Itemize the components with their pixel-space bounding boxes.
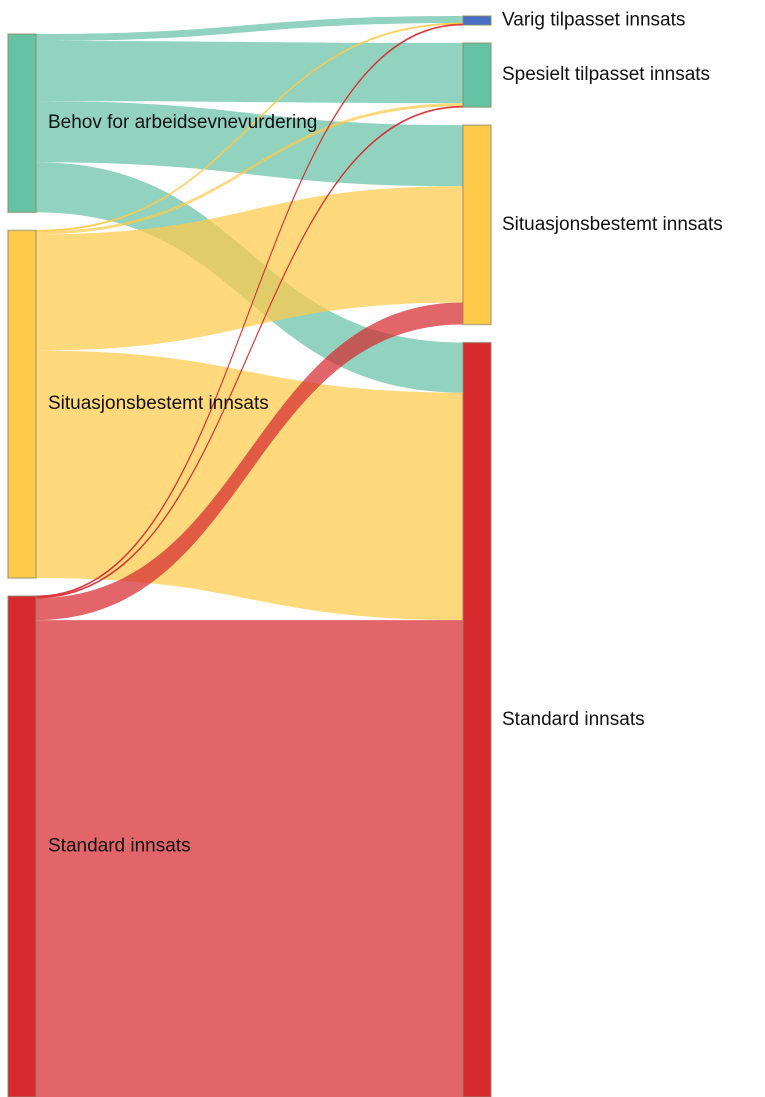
node-label: Spesielt tilpasset innsats [502, 64, 710, 85]
flow [36, 41, 463, 104]
node-label: Situasjonsbestemt innsats [502, 214, 723, 235]
node [7, 595, 37, 1097]
node-label: Behov for arbeidsevnevurdering [48, 112, 317, 133]
node [462, 15, 492, 26]
node [7, 33, 37, 214]
flow [36, 620, 463, 1097]
node-label: Situasjonsbestemt innsats [48, 393, 269, 414]
node-label: Varig tilpasset innsats [502, 10, 685, 31]
flow [36, 186, 463, 351]
node [462, 42, 492, 108]
flow [36, 101, 463, 187]
node-label: Standard innsats [502, 709, 645, 730]
node-label: Standard innsats [48, 836, 191, 857]
node [462, 341, 492, 1097]
flow [36, 302, 463, 621]
flow [36, 16, 463, 42]
flow [36, 350, 463, 621]
node [7, 229, 37, 579]
flow [36, 103, 463, 235]
node [462, 124, 492, 326]
